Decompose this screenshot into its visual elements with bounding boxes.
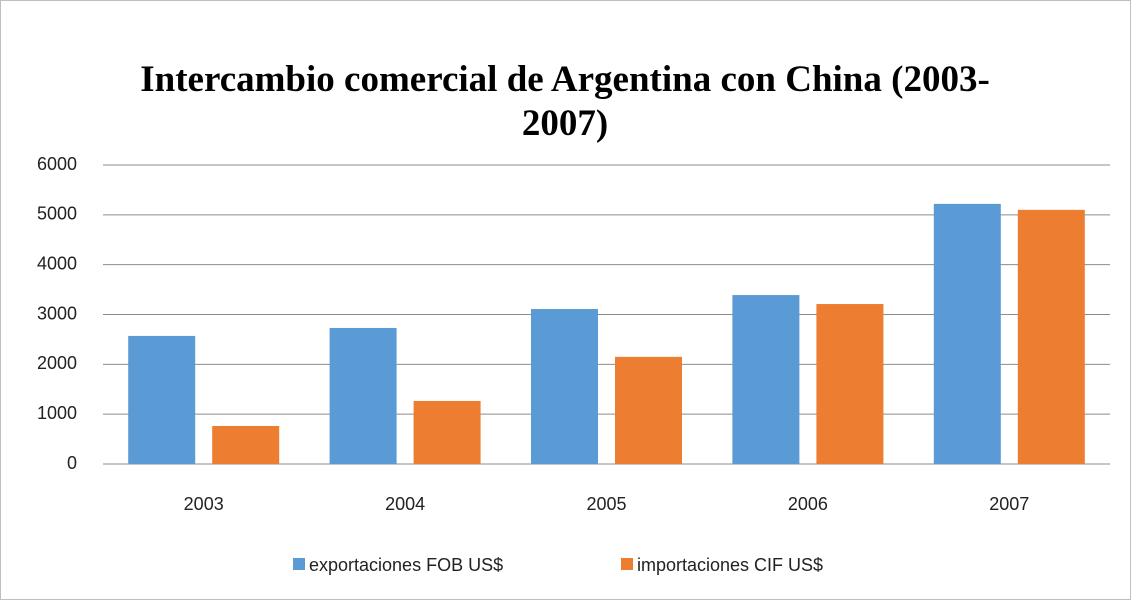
bar bbox=[128, 335, 196, 464]
y-tick-label: 1000 bbox=[37, 403, 77, 423]
x-tick-label: 2004 bbox=[385, 494, 425, 514]
legend-swatch bbox=[621, 558, 633, 570]
bar bbox=[212, 425, 280, 464]
bar bbox=[531, 309, 598, 464]
legend-swatch bbox=[293, 558, 305, 570]
y-tick-label: 4000 bbox=[37, 253, 77, 273]
bar bbox=[732, 295, 800, 464]
y-tick-label: 5000 bbox=[37, 204, 77, 224]
legend-label: exportaciones FOB US$ bbox=[309, 555, 503, 575]
y-tick-label: 2000 bbox=[37, 353, 77, 373]
bar bbox=[1017, 209, 1085, 464]
bar bbox=[329, 327, 397, 464]
x-tick-label: 2003 bbox=[184, 494, 224, 514]
bar bbox=[615, 356, 682, 464]
bar bbox=[413, 400, 481, 464]
y-tick-label: 3000 bbox=[37, 303, 77, 323]
legend-label: importaciones CIF US$ bbox=[637, 555, 823, 575]
chart-title: Intercambio comercial de Argentina con C… bbox=[140, 59, 990, 144]
bar bbox=[933, 203, 1001, 464]
y-tick-label: 6000 bbox=[37, 154, 77, 174]
bar bbox=[816, 304, 884, 464]
x-tick-label: 2005 bbox=[586, 494, 626, 514]
x-tick-label: 2007 bbox=[989, 494, 1029, 514]
y-tick-label: 0 bbox=[67, 453, 77, 473]
x-tick-label: 2006 bbox=[788, 494, 828, 514]
